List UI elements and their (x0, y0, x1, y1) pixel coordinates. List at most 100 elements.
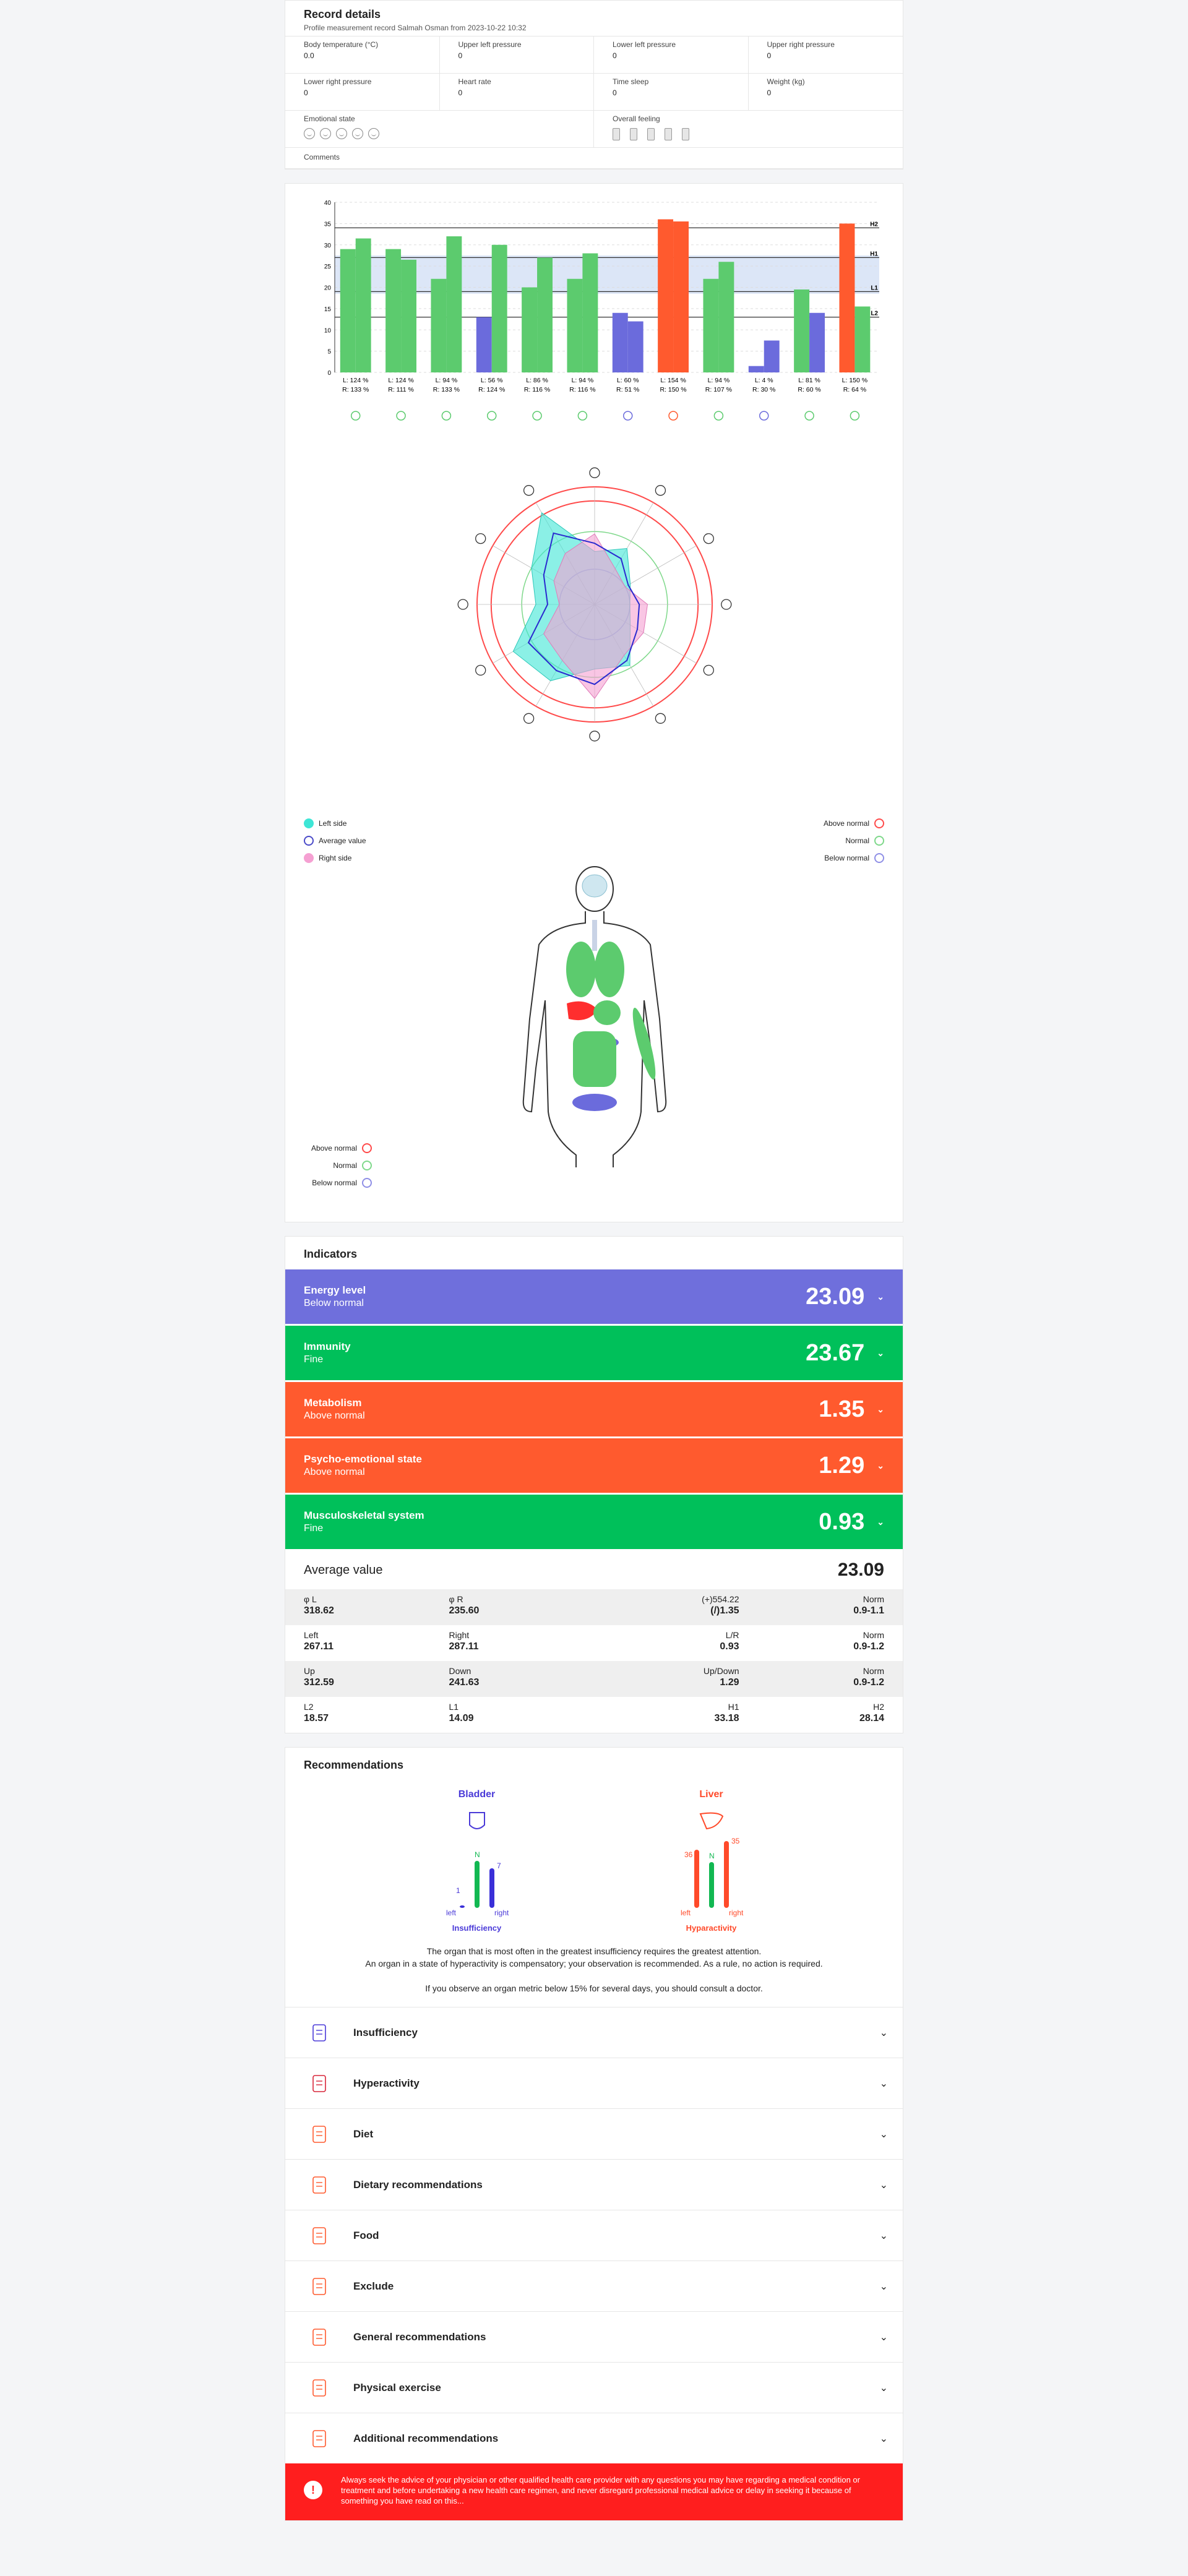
chevron-down-icon[interactable]: ⌄ (879, 2027, 888, 2038)
x-tick-label: R: 133 % (342, 386, 369, 393)
bar-left[interactable] (340, 249, 356, 372)
indicator-text: Immunity Fine (304, 1341, 351, 1365)
section-physical-exercise[interactable]: Physical exercise ⌄ (285, 2362, 903, 2413)
section-additional-recommendations[interactable]: Additional recommendations ⌄ (285, 2413, 903, 2463)
chevron-down-icon[interactable]: ⌄ (879, 2433, 888, 2444)
battery-icon[interactable] (647, 128, 655, 140)
liver-organ[interactable] (567, 1001, 598, 1021)
note-line: An organ in a state of hyperactivity is … (365, 1959, 823, 1968)
bar-right[interactable] (491, 244, 507, 372)
stats-cell: L1 14.09 (449, 1702, 595, 1728)
chevron-down-icon[interactable]: ⌄ (879, 2230, 888, 2241)
section-insufficiency[interactable]: Insufficiency ⌄ (285, 2007, 903, 2058)
section-general-recommendations[interactable]: General recommendations ⌄ (285, 2311, 903, 2362)
bar-right[interactable] (401, 259, 416, 372)
chevron-down-icon[interactable]: ⌄ (879, 2179, 888, 2191)
stats-label: Norm (863, 1666, 884, 1676)
bladder-panel: Bladder 1 N 7 left right Insufficiency (415, 1789, 539, 1933)
emotion-icon[interactable] (368, 128, 379, 139)
section-diet[interactable]: Diet ⌄ (285, 2108, 903, 2159)
indicator-row[interactable]: Energy level Below normal 23.09 ⌄ (285, 1269, 903, 1326)
section-food[interactable]: Food ⌄ (285, 2210, 903, 2260)
y-tick-label: 35 (324, 221, 332, 228)
emotion-icon[interactable] (320, 128, 331, 139)
battery-icon[interactable] (630, 128, 637, 140)
x-tick-label: R: 133 % (433, 386, 460, 393)
section-hyperactivity[interactable]: Hyperactivity ⌄ (285, 2058, 903, 2108)
bar-left[interactable] (476, 317, 492, 372)
chevron-down-icon[interactable]: ⌄ (877, 1460, 884, 1470)
indicator-value-group: 0.93 ⌄ (819, 1509, 884, 1535)
battery-icon[interactable] (665, 128, 672, 140)
stomach-organ[interactable] (593, 1000, 621, 1025)
bar-left[interactable] (839, 223, 855, 372)
section-dietary-recommendations[interactable]: Dietary recommendations ⌄ (285, 2159, 903, 2210)
bar-right[interactable] (446, 236, 462, 372)
intestine-organ[interactable] (573, 1031, 616, 1087)
bladder-organ[interactable] (572, 1094, 617, 1111)
emotion-icon[interactable] (304, 128, 315, 139)
bar-right[interactable] (764, 340, 780, 372)
chevron-down-icon[interactable]: ⌄ (879, 2332, 888, 2343)
x-tick-label: L: 150 % (842, 377, 867, 384)
chevron-down-icon[interactable]: ⌄ (879, 2078, 888, 2089)
stats-value: 18.57 (304, 1713, 329, 1724)
legend-normal: Normal (824, 832, 884, 849)
stats-value: 33.18 (714, 1713, 739, 1724)
chevron-down-icon[interactable]: ⌄ (877, 1404, 884, 1414)
bar-left[interactable] (658, 219, 674, 373)
x-tick-label: R: 111 % (388, 386, 414, 393)
emotion-icon[interactable] (352, 128, 363, 139)
stats-label: H1 (728, 1702, 739, 1712)
y-tick-label: 10 (324, 327, 332, 334)
emotion-icon[interactable] (336, 128, 347, 139)
chevron-down-icon[interactable]: ⌄ (879, 2129, 888, 2140)
battery-icon[interactable] (613, 128, 620, 140)
bar-right[interactable] (809, 312, 825, 372)
chevron-down-icon[interactable]: ⌄ (877, 1516, 884, 1527)
bar-left[interactable] (385, 249, 402, 372)
stats-value: (/)1.35 (710, 1605, 739, 1616)
bar-left[interactable] (748, 366, 764, 372)
bar-left[interactable] (612, 312, 628, 372)
bar-left[interactable] (522, 287, 538, 373)
bar-right[interactable] (582, 253, 598, 373)
organ-icon (655, 713, 666, 724)
bar-right[interactable] (673, 221, 689, 372)
right-lung-organ[interactable] (595, 942, 624, 997)
indicator-row[interactable]: Psycho-emotional state Above normal 1.29 ⌄ (285, 1438, 903, 1495)
chevron-down-icon[interactable]: ⌄ (879, 2281, 888, 2292)
brain-organ[interactable] (582, 874, 608, 898)
bar-right[interactable] (355, 238, 371, 372)
indicator-row[interactable]: Metabolism Above normal 1.35 ⌄ (285, 1382, 903, 1438)
stats-label: Up/Down (703, 1666, 739, 1676)
chevron-down-icon[interactable]: ⌄ (877, 1347, 884, 1358)
page: Record details Profile measurement recor… (285, 0, 903, 2521)
indicator-row[interactable]: Immunity Fine 23.67 ⌄ (285, 1326, 903, 1382)
menu-icon (304, 2223, 335, 2248)
bar-left[interactable] (703, 278, 719, 372)
battery-icon[interactable] (682, 128, 689, 140)
bar-left[interactable] (794, 289, 810, 372)
left-lung-organ[interactable] (566, 942, 596, 997)
indicator-row[interactable]: Musculoskeletal system Fine 0.93 ⌄ (285, 1495, 903, 1551)
bar-right[interactable] (627, 321, 644, 373)
bladder-right-bar (489, 1868, 494, 1908)
bar-right[interactable] (854, 306, 871, 372)
x-tick-label: L: 86 % (526, 377, 548, 384)
spine-organ[interactable] (629, 1006, 660, 1081)
indicator-name: Psycho-emotional state (304, 1453, 422, 1465)
stats-value: 241.63 (449, 1677, 480, 1688)
field-value: 0 (458, 88, 463, 97)
bar-right[interactable] (718, 262, 734, 372)
chevron-down-icon[interactable]: ⌄ (877, 1291, 884, 1302)
bar-left[interactable] (431, 278, 447, 372)
chevron-down-icon[interactable]: ⌄ (879, 2382, 888, 2394)
bar-right[interactable] (537, 257, 553, 372)
section-exclude[interactable]: Exclude ⌄ (285, 2260, 903, 2311)
trachea-organ[interactable] (592, 920, 597, 951)
x-tick-label: L: 4 % (755, 377, 773, 384)
field-label: Heart rate (458, 77, 491, 86)
x-tick-label: R: 107 % (705, 386, 732, 393)
bar-left[interactable] (567, 278, 583, 372)
